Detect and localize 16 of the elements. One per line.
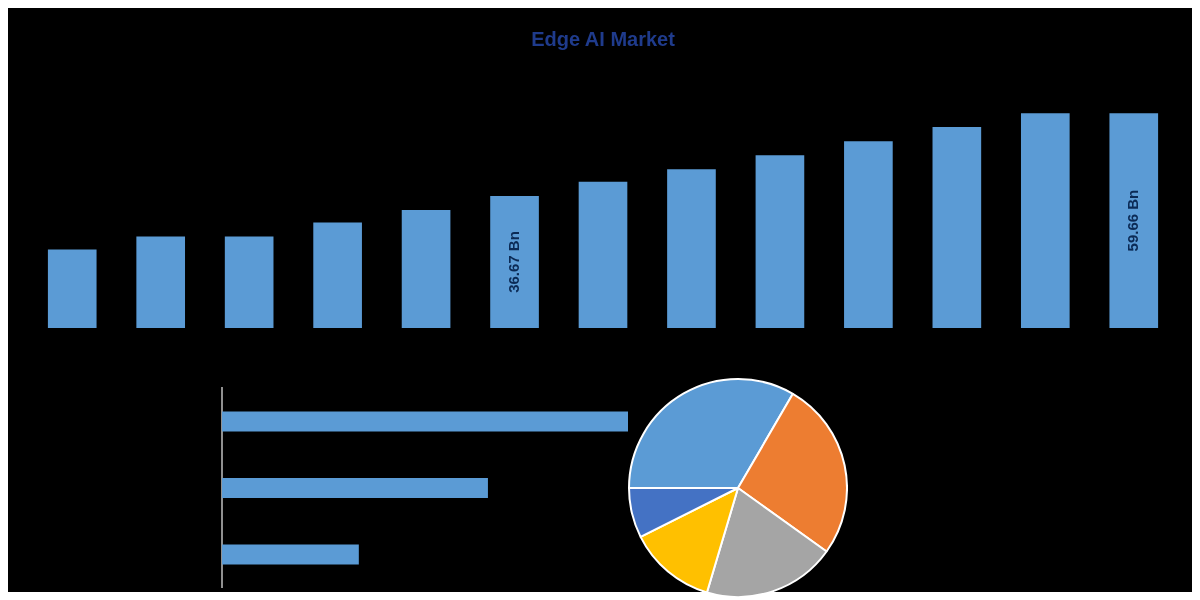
bar [578, 181, 628, 328]
bar [667, 169, 716, 328]
bar [844, 141, 893, 328]
bar [136, 236, 186, 328]
data-label: 59.66 Bn [1123, 189, 1141, 252]
chart-title: Edge AI Market [531, 27, 676, 50]
bar [755, 155, 805, 328]
bar [1109, 113, 1159, 328]
bar [47, 249, 97, 328]
bar [224, 236, 274, 328]
bar [1020, 113, 1070, 328]
bar [401, 209, 451, 328]
bar [490, 195, 539, 328]
bar [932, 127, 982, 328]
bar [313, 222, 362, 328]
data-label: 36.67 Bn [504, 231, 522, 293]
